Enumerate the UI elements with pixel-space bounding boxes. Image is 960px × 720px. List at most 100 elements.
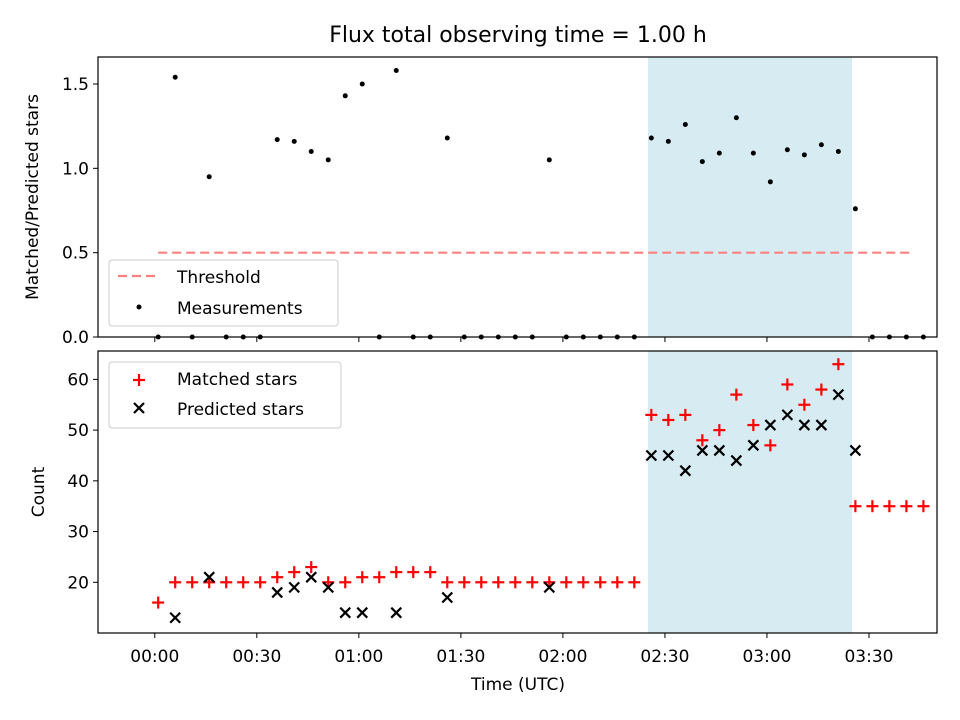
predicted-stars-point bbox=[832, 388, 845, 401]
matched-stars-point bbox=[883, 500, 896, 513]
ratio-legend: Threshold Measurements bbox=[108, 259, 339, 327]
matched-stars-point bbox=[798, 398, 811, 411]
chart-title: Flux total observing time = 1.00 h bbox=[329, 23, 707, 48]
matched-stars-point bbox=[594, 576, 607, 589]
legend-threshold-label: Threshold bbox=[176, 268, 261, 288]
ratio-panel: 0.0 0.5 1.0 1.5 Matched/Predicted stars Thr… bbox=[23, 56, 938, 348]
matched-stars-point bbox=[764, 439, 777, 452]
predicted-stars-point bbox=[356, 606, 369, 619]
matched-stars-point bbox=[628, 576, 641, 589]
legend-matched-swatch bbox=[133, 374, 145, 386]
matched-stars-point bbox=[679, 408, 692, 421]
measurements-point bbox=[291, 138, 297, 144]
predicted-stars-point bbox=[764, 419, 777, 431]
legend-predicted-label: Predicted stars bbox=[177, 400, 304, 420]
matched-stars-point bbox=[611, 576, 624, 589]
predicted-stars-point bbox=[815, 419, 828, 431]
predicted-stars-point bbox=[713, 444, 726, 457]
measurements-point bbox=[699, 159, 705, 165]
matched-stars-point bbox=[152, 596, 165, 609]
predicted-stars-point bbox=[271, 586, 284, 599]
measurements-point bbox=[546, 157, 552, 163]
matched-stars-point bbox=[373, 571, 386, 584]
measurements-point bbox=[308, 148, 314, 154]
matched-stars-point bbox=[458, 576, 471, 589]
measurements-point bbox=[784, 147, 790, 153]
measurements-point bbox=[274, 137, 280, 143]
measurements-point bbox=[665, 138, 671, 144]
predicted-stars-point bbox=[798, 419, 811, 431]
predicted-stars-point bbox=[322, 581, 335, 594]
ratio-shaded-region bbox=[647, 57, 852, 337]
matched-stars-point bbox=[237, 576, 250, 589]
matched-stars-point bbox=[492, 576, 505, 589]
measurements-point bbox=[767, 179, 773, 185]
predicted-stars-point bbox=[390, 606, 403, 619]
matched-stars-point bbox=[186, 576, 199, 589]
y-tick-label: 1.0 bbox=[62, 159, 89, 179]
x-tick-label: 03:00 bbox=[742, 647, 791, 667]
x-axis-label: Time (UTC) bbox=[470, 675, 565, 695]
x-tick-label: 01:00 bbox=[334, 647, 383, 667]
legend-matched-label: Matched stars bbox=[177, 370, 297, 390]
matched-stars-point bbox=[815, 383, 828, 396]
y-tick-label: 40 bbox=[67, 472, 89, 492]
measurements-point bbox=[648, 135, 654, 141]
measurements-point bbox=[444, 135, 450, 141]
measurements-point bbox=[818, 142, 824, 148]
predicted-stars-point bbox=[645, 449, 658, 462]
ratio-legend-box bbox=[108, 259, 339, 327]
measurements-point bbox=[359, 81, 365, 87]
predicted-stars-point bbox=[696, 444, 709, 457]
ratio-y-axis-label: Matched/Predicted stars bbox=[23, 94, 43, 300]
measurements-point bbox=[733, 115, 739, 121]
y-tick-label: 1.5 bbox=[62, 75, 89, 95]
legend-measurements-swatch bbox=[136, 304, 142, 310]
matched-stars-point bbox=[662, 413, 675, 426]
predicted-stars-point bbox=[747, 439, 760, 452]
matched-stars-point bbox=[288, 566, 301, 579]
counts-legend: Matched stars Predicted stars bbox=[108, 361, 342, 429]
predicted-stars-point bbox=[288, 581, 301, 594]
matched-stars-point bbox=[696, 434, 709, 447]
matched-stars-point bbox=[475, 576, 488, 589]
legend-predicted-swatch bbox=[133, 402, 145, 414]
predicted-stars-point bbox=[169, 612, 181, 624]
matched-stars-point bbox=[220, 576, 233, 589]
predicted-stars-point bbox=[679, 464, 692, 477]
x-tick-label: 00:30 bbox=[232, 647, 281, 667]
matched-stars-point bbox=[849, 500, 862, 513]
predicted-stars-point bbox=[441, 591, 454, 604]
matched-stars-point bbox=[747, 419, 760, 432]
matched-stars-point bbox=[254, 576, 267, 589]
measurements-point bbox=[393, 67, 399, 73]
predicted-stars-point bbox=[730, 454, 743, 467]
counts-shaded-region bbox=[647, 351, 852, 633]
y-tick-label: 20 bbox=[67, 573, 89, 593]
predicted-stars-point bbox=[849, 444, 862, 457]
matched-stars-point bbox=[645, 408, 658, 421]
matched-stars-point bbox=[781, 378, 794, 391]
y-tick-label: 60 bbox=[67, 370, 89, 390]
predicted-stars-point bbox=[543, 581, 556, 594]
predicted-stars-point bbox=[305, 571, 318, 583]
measurements-point bbox=[852, 206, 858, 212]
measurements-point bbox=[801, 152, 807, 158]
y-tick-label: 50 bbox=[67, 421, 89, 441]
measurements-point bbox=[682, 121, 688, 127]
measurements-point bbox=[342, 93, 348, 99]
matched-stars-point bbox=[577, 576, 590, 589]
legend-measurements-label: Measurements bbox=[177, 299, 303, 319]
predicted-stars-point bbox=[203, 571, 215, 583]
predicted-stars-point bbox=[339, 606, 352, 619]
x-tick-label: 03:30 bbox=[844, 647, 893, 667]
matched-stars-point bbox=[271, 571, 284, 584]
x-tick-label: 02:30 bbox=[640, 647, 689, 667]
matched-stars-point bbox=[526, 576, 539, 589]
matched-stars-point bbox=[713, 424, 726, 437]
y-tick-label: 0.5 bbox=[62, 244, 89, 264]
matched-stars-point bbox=[866, 500, 879, 513]
matched-stars-point bbox=[169, 576, 182, 589]
measurements-point bbox=[206, 174, 212, 180]
measurements-point bbox=[750, 150, 756, 156]
